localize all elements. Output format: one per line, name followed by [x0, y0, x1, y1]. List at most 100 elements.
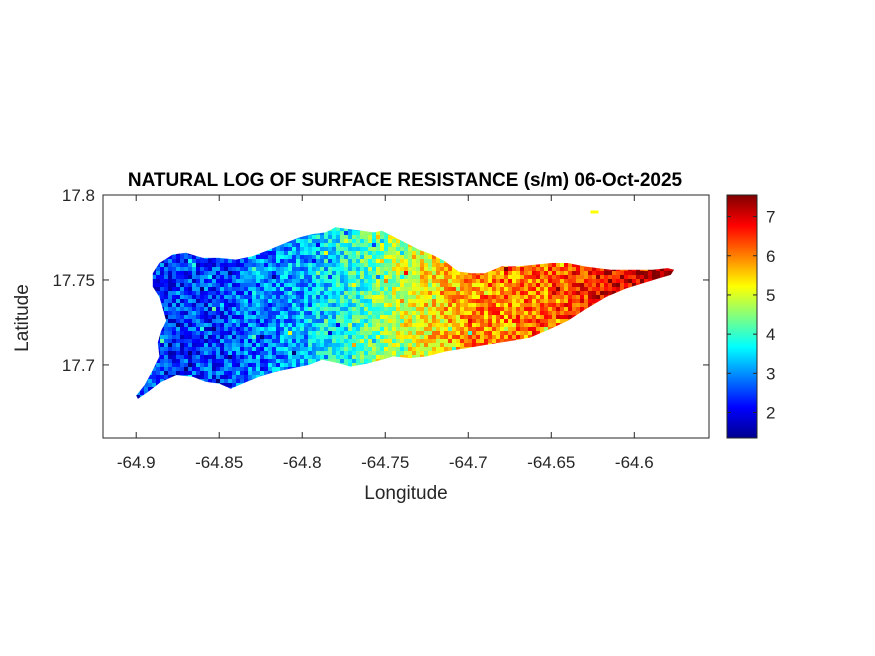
- heatmap-cell: [284, 367, 288, 371]
- heatmap-cell: [440, 227, 444, 231]
- heatmap-cell: [140, 379, 144, 383]
- heatmap-cell: [428, 247, 432, 251]
- heatmap-cell: [364, 243, 368, 247]
- heatmap-cell: [288, 275, 292, 279]
- heatmap-cell: [420, 319, 424, 323]
- heatmap-cell: [500, 319, 504, 323]
- heatmap-cell: [240, 287, 244, 291]
- heatmap-cell: [480, 267, 484, 271]
- heatmap-cell: [272, 327, 276, 331]
- heatmap-cell: [180, 363, 184, 367]
- heatmap-cell: [136, 239, 140, 243]
- heatmap-cell: [568, 291, 572, 295]
- heatmap-cell: [260, 363, 264, 367]
- heatmap-cell: [364, 323, 368, 327]
- heatmap-cell: [512, 259, 516, 263]
- heatmap-cell: [564, 259, 568, 263]
- heatmap-cell: [332, 327, 336, 331]
- heatmap-cell: [276, 383, 280, 387]
- heatmap-cell: [476, 315, 480, 319]
- heatmap-cell: [288, 363, 292, 367]
- heatmap-cell: [520, 283, 524, 287]
- heatmap-cell: [148, 375, 152, 379]
- heatmap-cell: [272, 339, 276, 343]
- heatmap-cell: [272, 231, 276, 235]
- heatmap-cell: [552, 231, 556, 235]
- heatmap-cell: [372, 391, 376, 395]
- heatmap-cell: [588, 331, 592, 335]
- heatmap-cell: [380, 291, 384, 295]
- heatmap-cell: [372, 275, 376, 279]
- heatmap-cell: [160, 327, 164, 331]
- heatmap-cell: [388, 243, 392, 247]
- heatmap-cell: [196, 395, 200, 399]
- heatmap-cell: [436, 379, 440, 383]
- heatmap-cell: [152, 291, 156, 295]
- heatmap-cell: [348, 375, 352, 379]
- heatmap-cell: [316, 315, 320, 319]
- heatmap-cell: [472, 227, 476, 231]
- heatmap-cell: [220, 307, 224, 311]
- heatmap-cell: [512, 267, 516, 271]
- heatmap-cell: [344, 383, 348, 387]
- heatmap-cell: [196, 343, 200, 347]
- heatmap-cell: [524, 327, 528, 331]
- heatmap-cell: [156, 291, 160, 295]
- heatmap-cell: [496, 363, 500, 367]
- heatmap-cell: [232, 347, 236, 351]
- heatmap-cell: [552, 391, 556, 395]
- heatmap-cell: [156, 259, 160, 263]
- heatmap-cell: [172, 307, 176, 311]
- heatmap-cell: [444, 243, 448, 247]
- heatmap-cell: [300, 283, 304, 287]
- heatmap-cell: [340, 263, 344, 267]
- heatmap-cell: [376, 307, 380, 311]
- heatmap-cell: [236, 359, 240, 363]
- heatmap-cell: [508, 351, 512, 355]
- heatmap-cell: [348, 263, 352, 267]
- heatmap-cell: [432, 395, 436, 399]
- heatmap-cell: [180, 375, 184, 379]
- heatmap-cell: [272, 363, 276, 367]
- heatmap-cell: [332, 363, 336, 367]
- heatmap-cell: [256, 267, 260, 271]
- heatmap-cell: [472, 339, 476, 343]
- heatmap-cell: [472, 387, 476, 391]
- heatmap-cell: [416, 395, 420, 399]
- heatmap-cell: [188, 231, 192, 235]
- heatmap-cell: [232, 395, 236, 399]
- heatmap-cell: [368, 323, 372, 327]
- heatmap-cell: [332, 307, 336, 311]
- heatmap-cell: [156, 323, 160, 327]
- heatmap-cell: [260, 267, 264, 271]
- heatmap-cell: [384, 359, 388, 363]
- heatmap-cell: [520, 275, 524, 279]
- heatmap-cell: [340, 343, 344, 347]
- heatmap-cell: [292, 259, 296, 263]
- heatmap-cell: [264, 363, 268, 367]
- heatmap-cell: [284, 227, 288, 231]
- heatmap-cell: [416, 295, 420, 299]
- heatmap-cell: [396, 247, 400, 251]
- heatmap-cell: [240, 315, 244, 319]
- heatmap-cell: [288, 231, 292, 235]
- heatmap-cell: [472, 307, 476, 311]
- heatmap-cell: [140, 279, 144, 283]
- heatmap-cell: [144, 263, 148, 267]
- heatmap-cell: [556, 295, 560, 299]
- heatmap-cell: [252, 259, 256, 263]
- heatmap-cell: [324, 387, 328, 391]
- heatmap-cell: [432, 267, 436, 271]
- heatmap-cell: [352, 267, 356, 271]
- heatmap-cell: [420, 331, 424, 335]
- heatmap-cell: [596, 335, 600, 339]
- heatmap-cell: [416, 303, 420, 307]
- heatmap-cell: [260, 299, 264, 303]
- heatmap-cell: [440, 231, 444, 235]
- heatmap-cell: [568, 295, 572, 299]
- heatmap-cell: [208, 251, 212, 255]
- heatmap-cell: [524, 379, 528, 383]
- heatmap-cell: [372, 271, 376, 275]
- heatmap-cell: [148, 283, 152, 287]
- heatmap-cell: [300, 395, 304, 399]
